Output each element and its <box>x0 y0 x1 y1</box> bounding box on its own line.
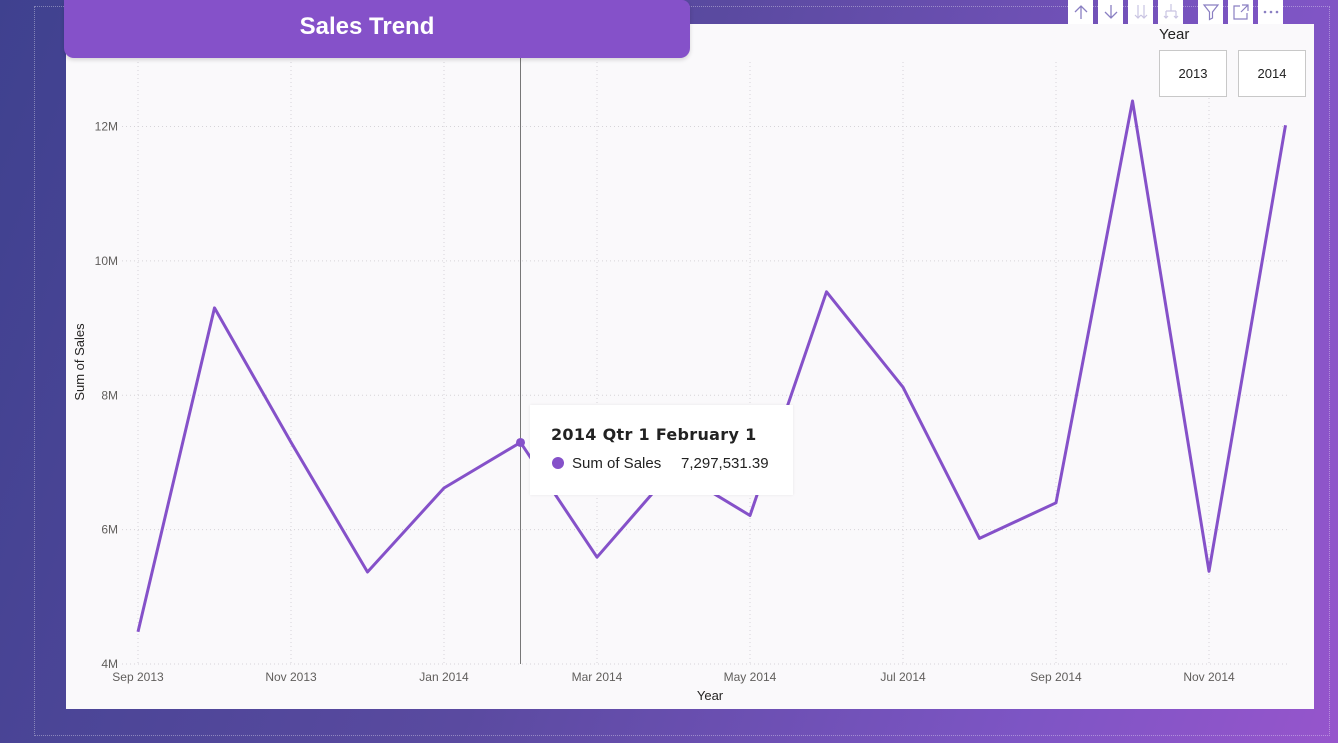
grid-lines <box>122 62 1290 665</box>
tooltip-title: 2014 Qtr 1 February 1 <box>551 425 757 444</box>
expand-hierarchy-button[interactable] <box>1158 0 1183 24</box>
x-tick-label: May 2014 <box>724 670 777 684</box>
chart-canvas <box>66 24 1314 709</box>
series-sum-of-sales[interactable] <box>136 99 1287 633</box>
slicer-option-2013[interactable]: 2013 <box>1159 50 1227 97</box>
slicer-option-2014[interactable]: 2014 <box>1238 50 1306 97</box>
slicer-title: Year <box>1159 26 1190 43</box>
y-tick-label: 4M <box>101 657 118 671</box>
y-axis-title: Sum of Sales <box>72 323 87 401</box>
y-tick-label: 12M <box>95 120 118 134</box>
x-tick-label: Mar 2014 <box>572 670 623 684</box>
x-tick-label: Nov 2014 <box>1183 670 1235 684</box>
filter-button[interactable] <box>1198 0 1223 24</box>
filter-icon <box>1202 4 1219 21</box>
expand-next-level-button[interactable] <box>1128 0 1153 24</box>
drill-up-button[interactable] <box>1068 0 1093 24</box>
expand-next-level-icon <box>1134 5 1147 19</box>
x-tick-label: Sep 2014 <box>1030 670 1082 684</box>
title-banner: Sales Trend <box>64 0 690 58</box>
tooltip-series-label: Sum of Sales <box>572 455 662 472</box>
series-line[interactable] <box>136 99 1287 633</box>
expand-hierarchy-icon <box>1163 4 1178 19</box>
highlighted-data-point[interactable] <box>516 437 525 447</box>
y-tick-label: 8M <box>101 388 118 402</box>
x-axis-title: Year <box>697 688 724 703</box>
focus-mode-button[interactable] <box>1228 0 1253 24</box>
more-options-button[interactable] <box>1258 0 1283 24</box>
tooltip-value: 7,297,531.39 <box>681 455 769 472</box>
x-tick-label: Jul 2014 <box>880 670 926 684</box>
x-tick-label: Jan 2014 <box>419 670 469 684</box>
drill-up-icon <box>1074 5 1087 19</box>
page-title: Sales Trend <box>299 13 435 40</box>
axes: 4M 6M 8M 10M 12M Sep 2013 Nov 2013 Jan 2014 Mar … <box>95 120 1235 685</box>
x-tick-label: Sep 2013 <box>112 670 164 684</box>
drill-down-icon <box>1104 5 1117 19</box>
data-tooltip: 2014 Qtr 1 February 1 Sum of Sales 7,297… <box>530 405 793 495</box>
tooltip-legend-marker <box>552 457 564 469</box>
y-tick-label: 6M <box>101 523 118 537</box>
x-tick-label: Nov 2013 <box>265 670 317 684</box>
visual-toolbar <box>1068 0 1283 24</box>
more-options-icon <box>1263 10 1278 14</box>
drill-down-button[interactable] <box>1098 0 1123 24</box>
axis-titles: Year Sum of Sales <box>72 323 724 703</box>
focus-mode-icon <box>1232 4 1249 20</box>
y-tick-label: 10M <box>95 254 118 268</box>
